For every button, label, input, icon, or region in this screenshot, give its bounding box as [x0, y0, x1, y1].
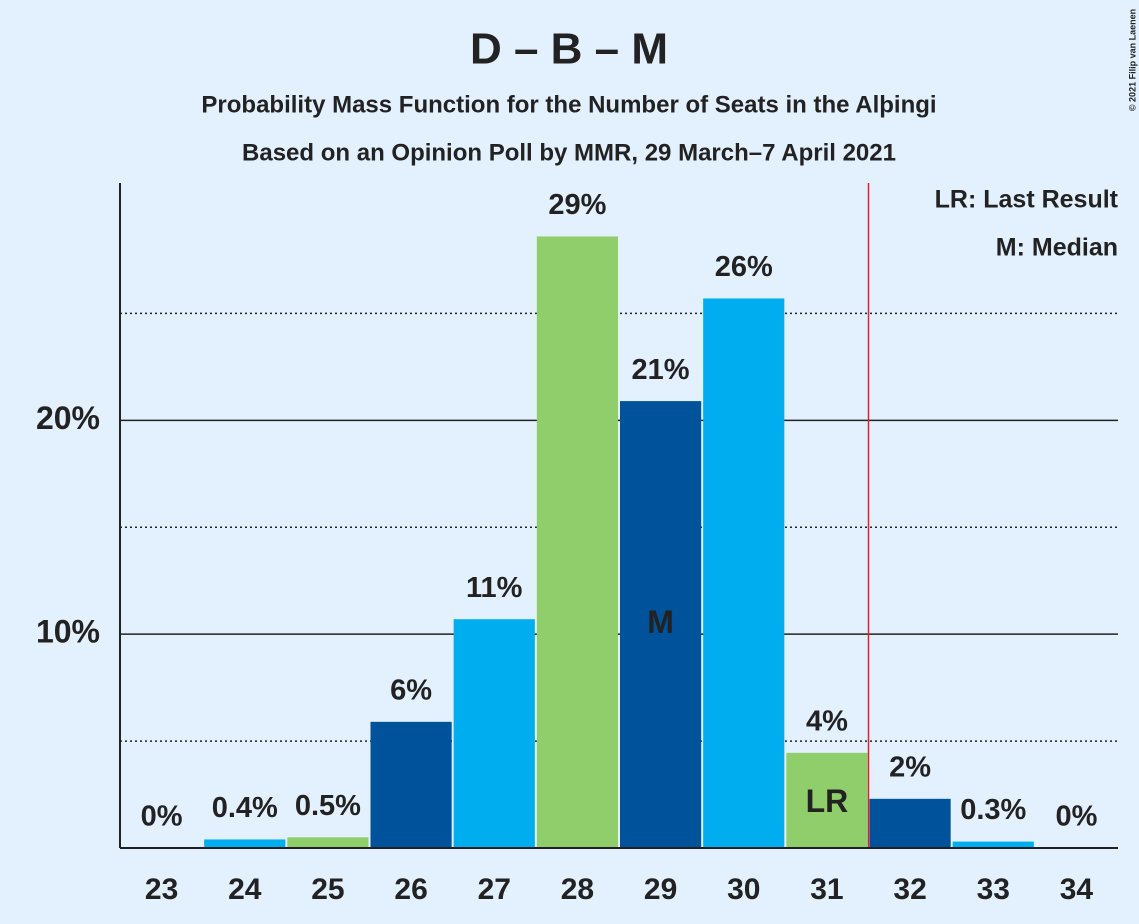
x-tick-label: 29: [644, 873, 677, 906]
x-tick-label: 28: [561, 873, 594, 906]
x-tick-label: 24: [228, 873, 262, 906]
data-label: 0.5%: [295, 790, 361, 822]
legend-entry: M: Median: [996, 234, 1118, 262]
data-label: 4%: [806, 706, 848, 738]
bar: [453, 619, 535, 848]
bar: [952, 841, 1034, 848]
data-label: 21%: [632, 354, 690, 386]
last-result-marker: LR: [806, 783, 849, 819]
bar: [204, 839, 286, 848]
data-label: 6%: [390, 674, 432, 706]
chart-subtitle: Probability Mass Function for the Number…: [201, 91, 936, 118]
bar: [869, 798, 951, 848]
x-tick-label: 34: [1060, 873, 1094, 906]
y-tick-label: 10%: [36, 614, 100, 650]
x-tick-label: 23: [145, 873, 178, 906]
data-label: 26%: [715, 251, 773, 283]
data-label: 0.4%: [212, 792, 278, 824]
x-tick-label: 26: [394, 873, 427, 906]
legend-entry: LR: Last Result: [935, 186, 1119, 214]
bar: [786, 752, 868, 848]
y-tick-label: 20%: [36, 400, 100, 436]
bar: [287, 837, 369, 848]
x-tick-label: 25: [311, 873, 344, 906]
copyright: © 2021 Filip van Laenen: [1127, 9, 1137, 111]
bar: [536, 236, 618, 848]
bar: [620, 401, 702, 848]
data-label: 11%: [466, 572, 523, 604]
data-label: 0.3%: [960, 794, 1026, 826]
x-tick-label: 33: [977, 873, 1010, 906]
x-tick-label: 32: [893, 873, 926, 906]
x-tick-label: 27: [478, 873, 511, 906]
x-tick-label: 31: [810, 873, 843, 906]
bar: [703, 298, 785, 848]
data-label: 0%: [1055, 801, 1097, 833]
median-marker: M: [647, 604, 674, 640]
data-label: 2%: [889, 751, 931, 783]
data-label: 29%: [548, 189, 606, 221]
x-tick-label: 30: [727, 873, 760, 906]
data-label: 0%: [141, 801, 183, 833]
bar: [370, 721, 452, 848]
chart-subtitle: Based on an Opinion Poll by MMR, 29 Marc…: [242, 139, 896, 166]
chart-title: D – B – M: [470, 25, 668, 74]
